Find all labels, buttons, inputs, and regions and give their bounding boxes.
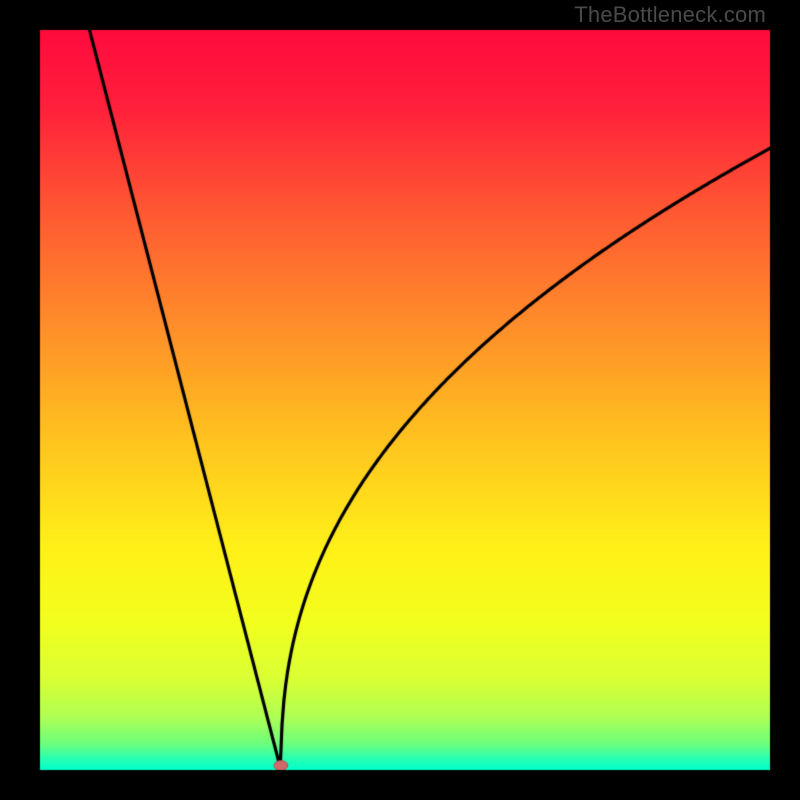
- watermark-text: TheBottleneck.com: [574, 2, 766, 28]
- chart-container: { "canvas": { "width": 800, "height": 80…: [0, 0, 800, 800]
- bottleneck-chart: [0, 0, 800, 800]
